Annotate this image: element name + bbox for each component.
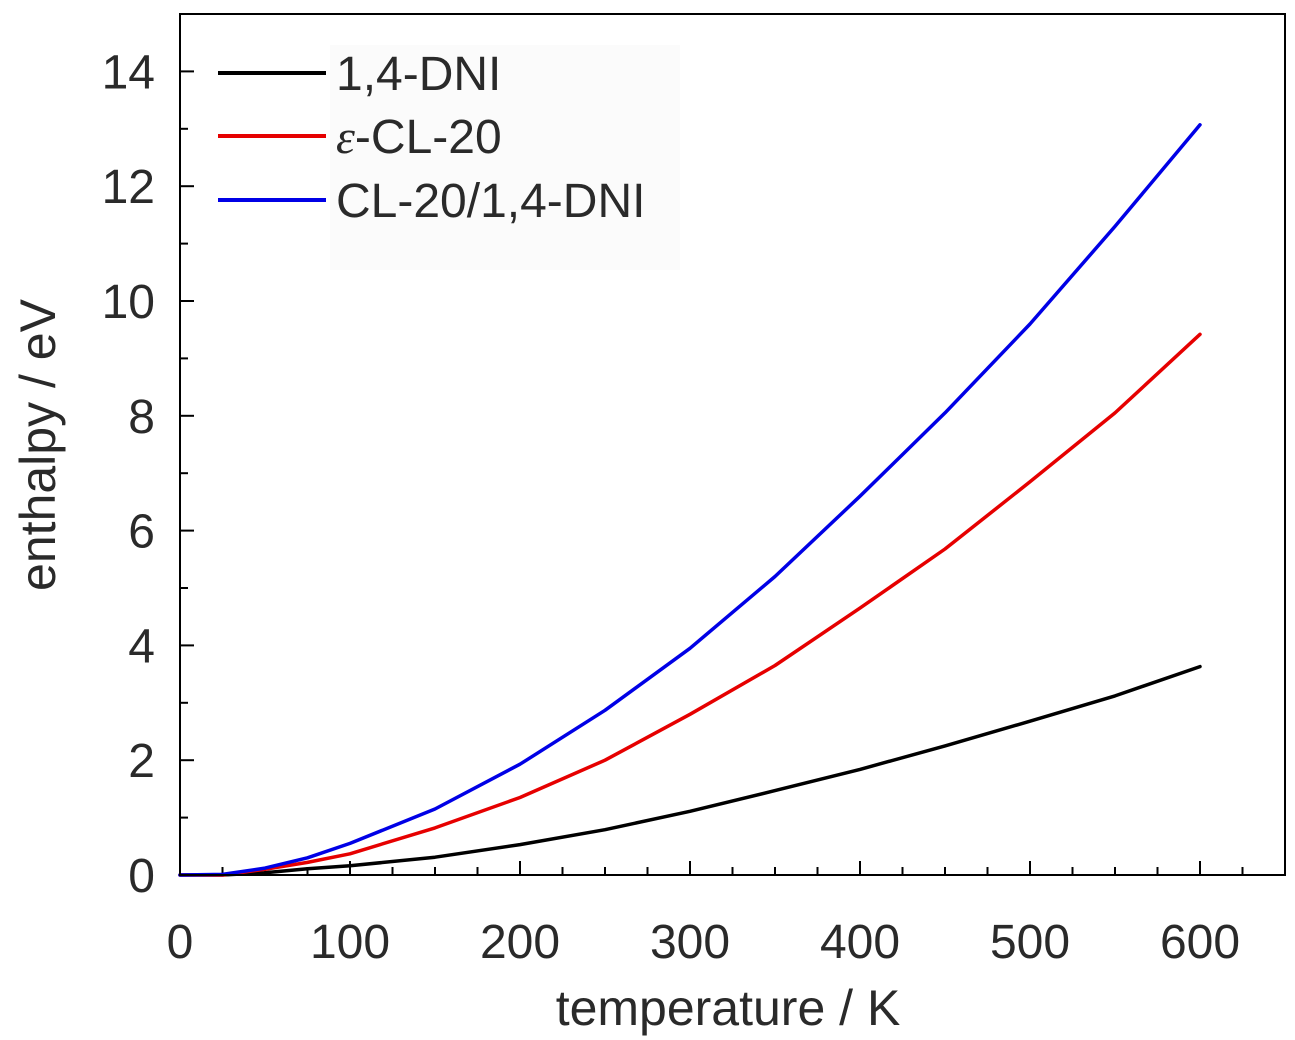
y-tick-label: 0 bbox=[128, 850, 155, 903]
legend-background bbox=[330, 45, 680, 270]
series-1 bbox=[178, 332, 1202, 877]
y-tick-label: 6 bbox=[128, 506, 155, 559]
series-0 bbox=[178, 664, 1202, 877]
legend-label-text: CL-20/1,4-DNI bbox=[336, 175, 645, 228]
series-line bbox=[178, 332, 1202, 877]
x-tick-label: 600 bbox=[1160, 916, 1240, 969]
y-tick-label: 12 bbox=[102, 161, 155, 214]
legend-label: CL-20/1,4-DNI bbox=[336, 175, 645, 228]
x-tick-label: 400 bbox=[820, 916, 900, 969]
plot-frame bbox=[179, 13, 1286, 876]
y-tick-label: 8 bbox=[128, 391, 155, 444]
y-tick-label: 4 bbox=[128, 620, 155, 673]
legend-label: 1,4-DNI bbox=[336, 48, 501, 101]
series-line bbox=[178, 664, 1202, 877]
y-axis-label: enthalpy / eV bbox=[10, 298, 66, 591]
x-tick-label: 300 bbox=[650, 916, 730, 969]
x-tick-label: 500 bbox=[990, 916, 1070, 969]
x-axis-label: temperature / K bbox=[556, 980, 901, 1036]
legend-label-text: -CL-20 bbox=[355, 111, 502, 164]
x-tick-label: 200 bbox=[480, 916, 560, 969]
legend-label: ε-CL-20 bbox=[336, 111, 502, 164]
legend-label-text: 1,4-DNI bbox=[336, 48, 501, 101]
x-tick-label: 0 bbox=[167, 916, 194, 969]
x-tick-label: 100 bbox=[310, 916, 390, 969]
y-tick-label: 2 bbox=[128, 735, 155, 788]
series-2 bbox=[178, 123, 1202, 877]
legend-label-prefix: ε bbox=[336, 111, 355, 164]
legend: 1,4-DNI ε-CL-20 CL-20/1,4-DNI bbox=[218, 48, 645, 228]
series-line bbox=[178, 123, 1202, 877]
y-tick-label: 10 bbox=[102, 276, 155, 329]
y-tick-label: 14 bbox=[102, 46, 155, 99]
